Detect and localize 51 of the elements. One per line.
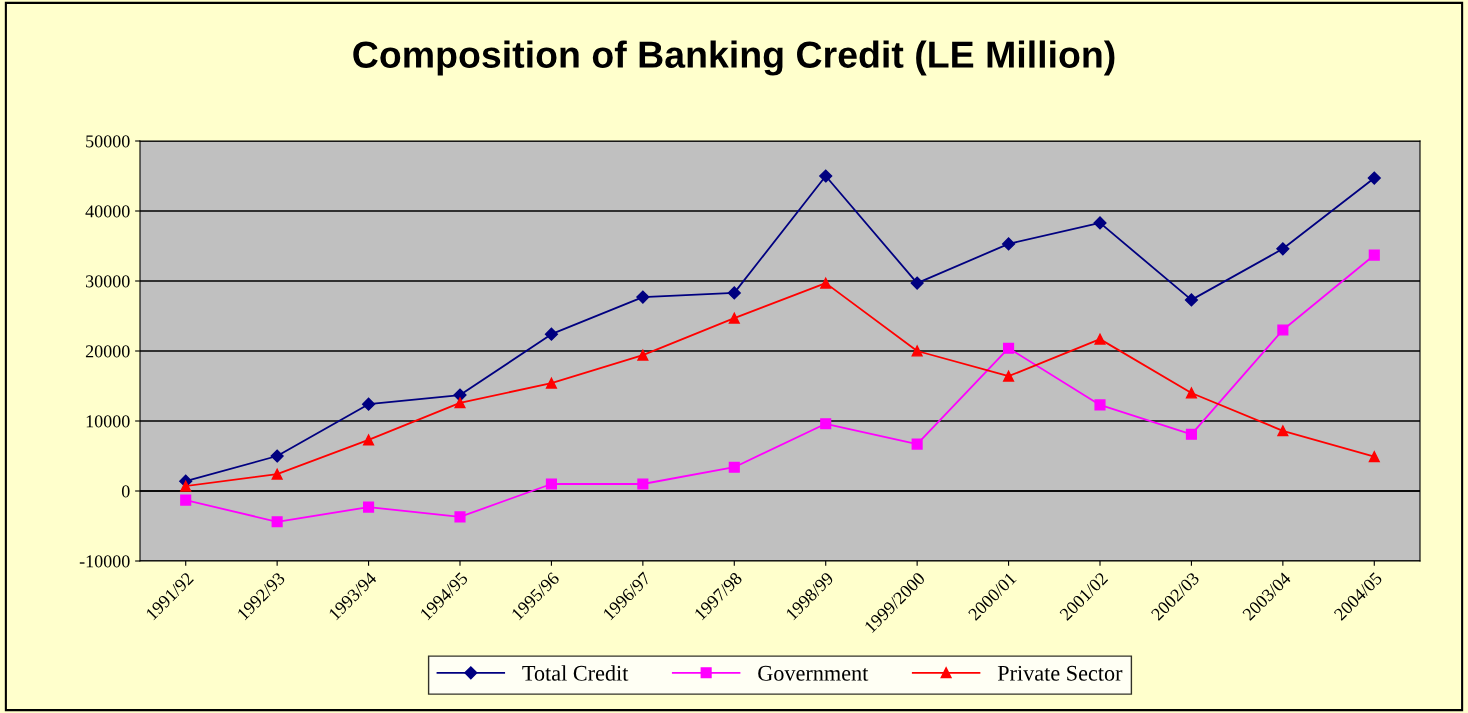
point [727,286,741,300]
point [1368,451,1380,463]
point [637,478,649,490]
point [728,461,740,473]
point [544,327,559,341]
point [820,277,832,289]
point [819,169,833,183]
point [454,511,466,523]
point [180,480,192,492]
point [1367,171,1381,185]
y-tick-label: 50000 [86,135,130,148]
point [363,434,375,446]
point [363,501,375,513]
point [636,290,650,304]
point [1093,216,1107,230]
legend-label: Government [758,665,869,681]
chart-title: Composition of Banking Credit (LE Million) [353,40,1115,76]
legend-label: Total Credit [522,665,629,681]
point [820,418,832,430]
point [911,438,923,450]
point [910,276,924,290]
point [1094,399,1106,411]
point [1003,342,1015,354]
point [1001,237,1016,251]
point [1277,324,1289,336]
point [270,449,284,463]
point [1277,425,1289,437]
legend-label: Private Sector [997,665,1123,681]
point [454,397,466,409]
point [361,397,376,411]
y-tick-label: 20000 [85,345,130,358]
y-tick-label: 40000 [85,205,130,218]
point [1184,293,1199,307]
point [180,494,192,506]
point [271,468,283,480]
point [911,345,923,357]
y-tick-label: -10000 [79,555,130,568]
point [545,377,557,389]
point [1185,428,1197,440]
point [271,516,283,528]
point [1003,370,1015,382]
point [1094,333,1106,345]
point [1276,242,1290,256]
y-tick-label: 10000 [86,415,130,428]
y-tick-label: 0 [121,485,130,498]
y-tick-label: 30000 [86,275,130,288]
point [545,478,557,490]
point [1185,387,1197,399]
point [1368,249,1380,261]
point [637,349,649,361]
point [728,312,740,324]
